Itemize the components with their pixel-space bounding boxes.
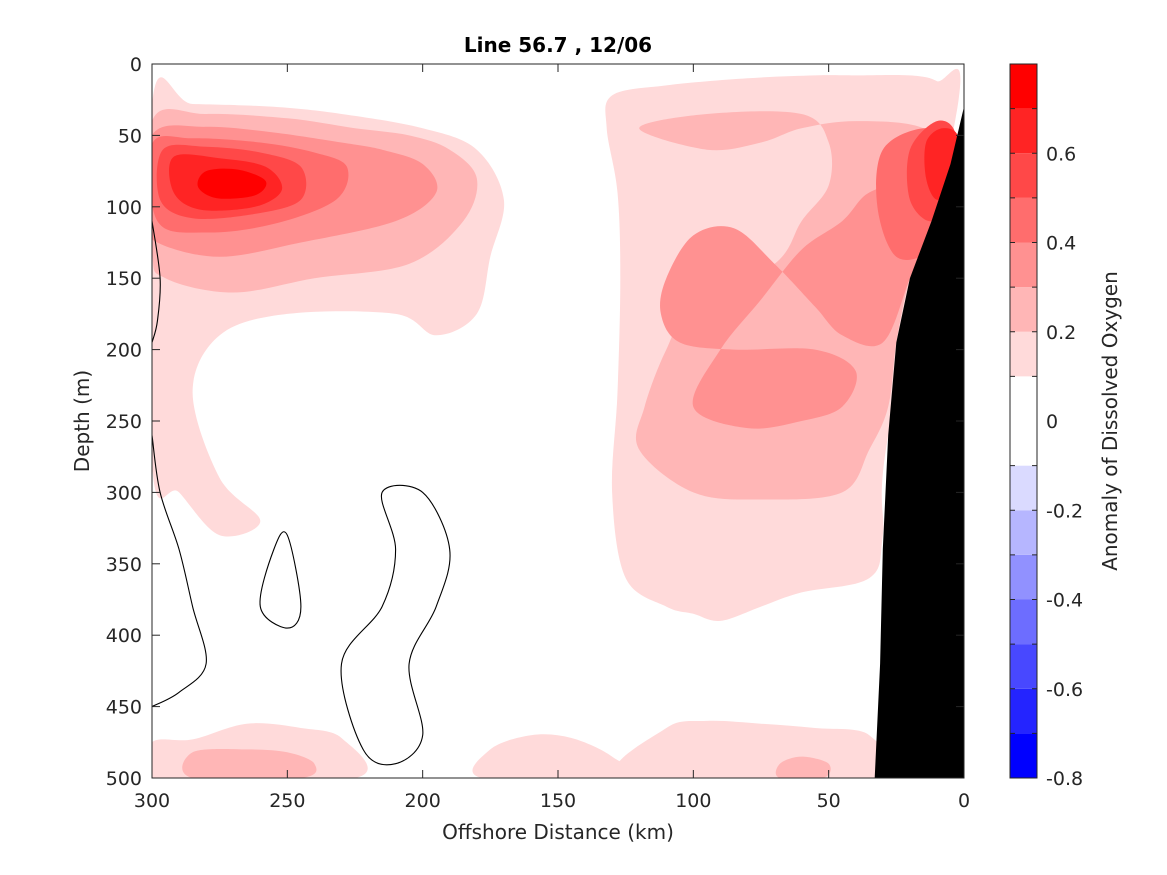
contour-region-bottom-east-0.2 [775,756,831,778]
colorbar-tick-label: 0.6 [1046,143,1076,165]
y-tick-label: 350 [106,554,142,576]
y-tick-label: 400 [106,625,142,647]
x-axis: 300 250 200 150 100 50 0 [134,64,970,812]
colorbar-band [1010,287,1037,332]
contour-region-core-west-0.7 [197,168,267,199]
y-tick-label: 300 [106,482,142,504]
contour-fill-layer [152,64,961,778]
colorbar-band [1010,242,1037,288]
contour-region-east-0.3 [660,183,932,429]
colorbar-band [1010,64,1037,109]
chart-title: Line 56.7 , 12/06 [464,33,652,57]
colorbar-tick-label: -0.2 [1046,500,1083,522]
colorbar-tick-label: 0 [1046,411,1058,433]
colorbar-band [1010,554,1037,600]
zero-contour-layer [152,221,451,766]
colorbar-band [1010,733,1037,778]
x-tick-label: 150 [540,790,576,812]
zero-contour-line [259,531,302,629]
colorbar: 0.6 0.4 0.2 0 -0.2 -0.4 -0.6 -0.8 [1009,63,1083,790]
colorbar-band [1010,376,1037,466]
colorbar-band [1010,331,1037,377]
plot-area: 300 250 200 150 100 50 0 050100150200250300350… [106,54,970,812]
y-tick-label: 150 [106,268,142,290]
x-tick-label: 200 [405,790,441,812]
colorbar-band [1010,688,1037,734]
colorbar-band [1010,108,1037,154]
x-tick-label: 0 [958,790,970,812]
zero-contour-line [152,221,161,343]
colorbar-label: Anomaly of Dissolved Oxygen [1098,271,1122,571]
shelf-bathymetry [874,106,964,778]
colorbar-tick-label: 0.4 [1046,233,1076,255]
colorbar-tick-label: -0.4 [1046,590,1083,612]
y-tick-label: 0 [130,54,142,76]
y-axis: 0 50 100 150 200 250 300 350 400 450 500 [106,54,964,790]
x-tick-label: 50 [817,790,841,812]
y-tick-label: 450 [106,697,142,719]
y-tick-label: 50 [118,125,142,147]
x-tick-label: 300 [134,790,170,812]
contour-region-bottom-mid-0.1 [472,734,634,778]
colorbar-ticks: 0.6 0.4 0.2 0 -0.2 -0.4 -0.6 -0.8 [1010,63,1083,790]
colorbar-bands [1010,64,1037,778]
colorbar-tick-label: -0.8 [1046,768,1083,790]
y-tick-label: 250 [106,411,142,433]
colorbar-band [1010,465,1037,511]
colorbar-band [1010,510,1037,555]
colorbar-tick-label: 0.2 [1046,322,1076,344]
y-tick-label: 200 [106,340,142,362]
shelf-layer [874,106,964,778]
zero-contour-line [340,484,451,766]
x-axis-label: Offshore Distance (km) [442,820,674,844]
colorbar-band [1010,153,1037,198]
colorbar-frame [1009,63,1038,779]
y-tick-label: 100 [106,197,142,219]
colorbar-band [1010,197,1037,243]
colorbar-tick-label: -0.6 [1046,679,1083,701]
x-tick-label: 100 [675,790,711,812]
zero-contour-line [152,435,207,708]
y-tick-label: 500 [106,768,142,790]
x-tick-label: 250 [269,790,305,812]
y-axis-label: Depth (m) [70,370,94,472]
contour-region-bottom-west-0.2 [182,749,317,778]
colorbar-band [1010,599,1037,645]
contour-region-surface-low-mid [302,64,498,102]
colorbar-band [1010,644,1037,689]
